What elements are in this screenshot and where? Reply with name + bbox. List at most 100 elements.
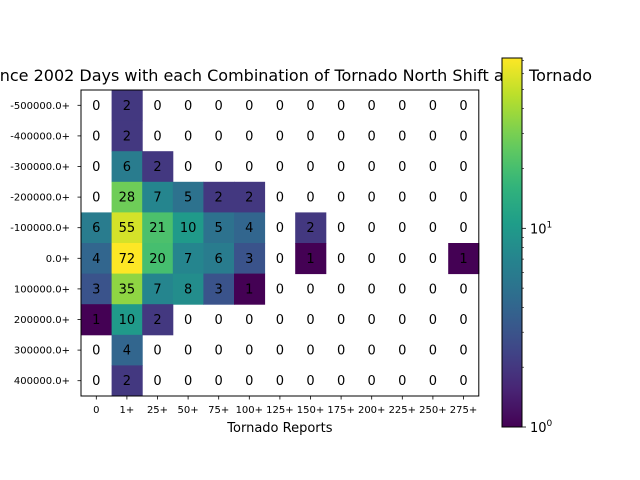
cell-value-label: 0	[398, 282, 406, 297]
cell-value-label: 0	[337, 160, 345, 175]
cell-value-label: 3	[92, 282, 100, 297]
cell-value-label: 7	[184, 252, 192, 267]
heatmap-cell	[142, 151, 174, 183]
heatmap-cell	[142, 273, 174, 305]
cell-value-label: 0	[92, 99, 100, 114]
heatmap-cell	[111, 212, 143, 244]
cell-value-label: 0	[459, 313, 467, 328]
cell-value-label: 0	[245, 344, 253, 359]
cell-value-label: 0	[459, 344, 467, 359]
cell-value-label: 0	[306, 374, 314, 389]
x-tick-label: 25+	[147, 405, 168, 416]
cell-value-label: 0	[276, 191, 284, 206]
y-tick-label: -500000.0+	[10, 101, 70, 112]
cell-value-label: 0	[92, 374, 100, 389]
x-tick-label: 100+	[236, 405, 263, 416]
cell-value-label: 0	[368, 221, 376, 236]
heatmap-cell	[203, 243, 235, 275]
heatmap-cell	[111, 304, 143, 336]
cell-value-label: 0	[215, 160, 223, 175]
cell-value-label: 0	[184, 374, 192, 389]
x-tick-label: 0	[93, 405, 99, 416]
cell-value-label: 0	[337, 374, 345, 389]
heatmap-cell	[111, 365, 143, 397]
cell-value-label: 0	[153, 374, 161, 389]
cell-value-label: 0	[429, 191, 437, 206]
cell-value-label: 0	[276, 99, 284, 114]
heatmap-cell	[111, 120, 143, 152]
cell-value-label: 0	[215, 313, 223, 328]
cell-value-label: 0	[215, 99, 223, 114]
cell-value-label: 10	[119, 313, 136, 328]
cell-value-label: 0	[276, 374, 284, 389]
cell-value-label: 0	[368, 99, 376, 114]
x-tick-label: 225+	[389, 405, 416, 416]
cell-value-label: 0	[306, 129, 314, 144]
cell-value-label: 0	[368, 344, 376, 359]
cell-value-label: 0	[429, 252, 437, 267]
cell-value-label: 0	[215, 344, 223, 359]
axes: 0 1+ 25+ 50+ 75+ 100+ 125+ 150+ 175+ 200+ 225+ 250+…	[10, 89, 480, 436]
cell-value-label: 0	[368, 374, 376, 389]
cell-value-label: 0	[153, 129, 161, 144]
heatmap-cell	[111, 334, 143, 366]
cell-value-label: 0	[306, 344, 314, 359]
x-tick-label: 50+	[178, 405, 199, 416]
heatmap-cell	[234, 181, 266, 213]
heatmap-cell	[295, 212, 327, 244]
cell-value-label: 0	[245, 129, 253, 144]
cell-value-label: 2	[153, 160, 161, 175]
cell-value-label: 7	[153, 282, 161, 297]
heatmap-cell	[172, 181, 204, 213]
cell-value-label: 1	[92, 313, 100, 328]
colorbar-bar	[501, 57, 523, 428]
cell-value-label: 0	[337, 252, 345, 267]
heatmap-cell	[111, 273, 143, 305]
y-tick-label: 100000.0+	[14, 284, 70, 295]
cell-value-label: 55	[119, 221, 136, 236]
cell-value-label: 0	[276, 160, 284, 175]
cell-value-label: 0	[306, 313, 314, 328]
heatmap-cell	[81, 243, 113, 275]
cell-value-label: 2	[306, 221, 314, 236]
cell-value-label: 0	[276, 252, 284, 267]
heatmap-cell	[142, 212, 174, 244]
cell-value-label: 0	[337, 99, 345, 114]
cell-value-label: 0	[368, 313, 376, 328]
cell-value-label: 2	[123, 129, 131, 144]
cell-value-label: 21	[149, 221, 166, 236]
cell-value-label: 5	[215, 221, 223, 236]
cell-value-label: 1	[459, 252, 467, 267]
cell-value-label: 0	[398, 252, 406, 267]
cell-value-label: 0	[429, 221, 437, 236]
heatmap-cell	[111, 243, 143, 275]
cell-value-label: 72	[119, 252, 136, 267]
cell-value-label: 0	[398, 129, 406, 144]
cell-value-label: 0	[245, 313, 253, 328]
cell-value-label: 0	[337, 221, 345, 236]
heatmap-cell	[448, 243, 480, 275]
cell-value-label: 0	[276, 129, 284, 144]
heatmap-cell	[203, 181, 235, 213]
colorbar-tick-label: 101	[530, 220, 552, 237]
cell-value-label: 2	[123, 99, 131, 114]
heatmap-cells	[81, 90, 480, 397]
cell-value-label: 0	[184, 313, 192, 328]
cell-value-label: 2	[153, 313, 161, 328]
cell-value-label: 0	[92, 344, 100, 359]
cell-value-label: 0	[92, 160, 100, 175]
cell-value-label: 0	[337, 313, 345, 328]
y-tick-label: 400000.0+	[14, 376, 70, 387]
cell-value-label: 4	[245, 221, 253, 236]
cell-value-label: 20	[149, 252, 166, 267]
x-tick-label: 175+	[327, 405, 354, 416]
cell-value-label: 0	[429, 374, 437, 389]
cell-value-label: 5	[184, 191, 192, 206]
cell-value-label: 0	[429, 160, 437, 175]
heatmap-cell	[81, 212, 113, 244]
cell-value-label: 0	[306, 191, 314, 206]
cell-value-label: 6	[215, 252, 223, 267]
cell-value-label: 0	[429, 344, 437, 359]
cell-value-label: 0	[184, 344, 192, 359]
cell-value-label: 0	[429, 282, 437, 297]
